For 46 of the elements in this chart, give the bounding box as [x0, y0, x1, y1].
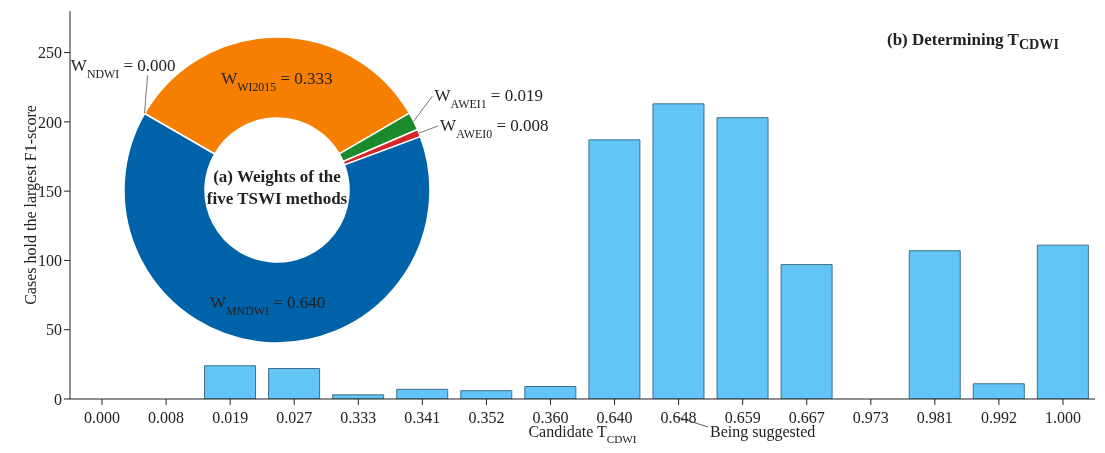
x-tick-label: 1.000: [1044, 409, 1081, 426]
x-tick-label: 0.981: [916, 409, 953, 426]
data-label: = 0.008: [492, 115, 549, 135]
x-tick-label: 0.008: [148, 409, 185, 426]
x-tick-label: 0.027: [276, 409, 313, 426]
text: = 0.000: [123, 56, 176, 76]
bar: [524, 386, 577, 399]
x-tick-label: 0.333: [340, 409, 377, 426]
bar: [460, 390, 513, 399]
bar: [652, 103, 705, 399]
data-label: = 0.333: [276, 68, 333, 88]
slice-label: W$_{AWEI1}$: [434, 85, 487, 111]
x-tick-label: 0.352: [468, 409, 505, 426]
x-tick-label: 0.992: [980, 409, 1017, 426]
x-tick-label: 0.000: [84, 409, 121, 426]
x-tick-label: 0.659: [724, 409, 761, 426]
text: (b) Determining T$_{CDWI}$: [886, 30, 1059, 54]
x-axis-title: Candidate T$_{CDWI}$: [528, 423, 637, 445]
bar: [268, 368, 321, 399]
bar: [972, 383, 1025, 399]
bar: [1036, 244, 1089, 399]
x-tick-label: 0.341: [404, 409, 441, 426]
y-tick-label: 100: [38, 252, 62, 270]
bar: [204, 365, 257, 399]
bar: [716, 117, 769, 399]
bar: [588, 139, 641, 399]
x-tick-label: 0.360: [532, 409, 569, 426]
slice-label: W$_{WI2015}$: [221, 68, 277, 94]
bar: [908, 250, 961, 399]
data-label: = 0.640: [268, 293, 326, 313]
slice-label: W$_{AWEI0}$: [440, 115, 493, 141]
slice-label: W$_{MNDWI}$: [209, 293, 269, 319]
x-tick-label: 0.640: [596, 409, 633, 426]
bar: [780, 264, 833, 399]
x-tick-label: 0.667: [788, 409, 825, 426]
y-tick-label: 250: [38, 44, 62, 62]
y-tick-label: 50: [46, 321, 62, 339]
y-tick-label: 0: [54, 390, 62, 408]
x-tick-label: 0.648: [660, 409, 697, 426]
text: Being suggested: [710, 423, 816, 441]
x-tick-label: 0.973: [852, 409, 889, 426]
data-label: = 0.019: [486, 85, 543, 105]
category-label: W$_{NDWI}$: [70, 56, 120, 82]
y-tick-label: 200: [38, 113, 62, 131]
text: (a) Weights of the five TSWI methods: [206, 167, 348, 208]
x-tick-label: 0.019: [212, 409, 249, 426]
